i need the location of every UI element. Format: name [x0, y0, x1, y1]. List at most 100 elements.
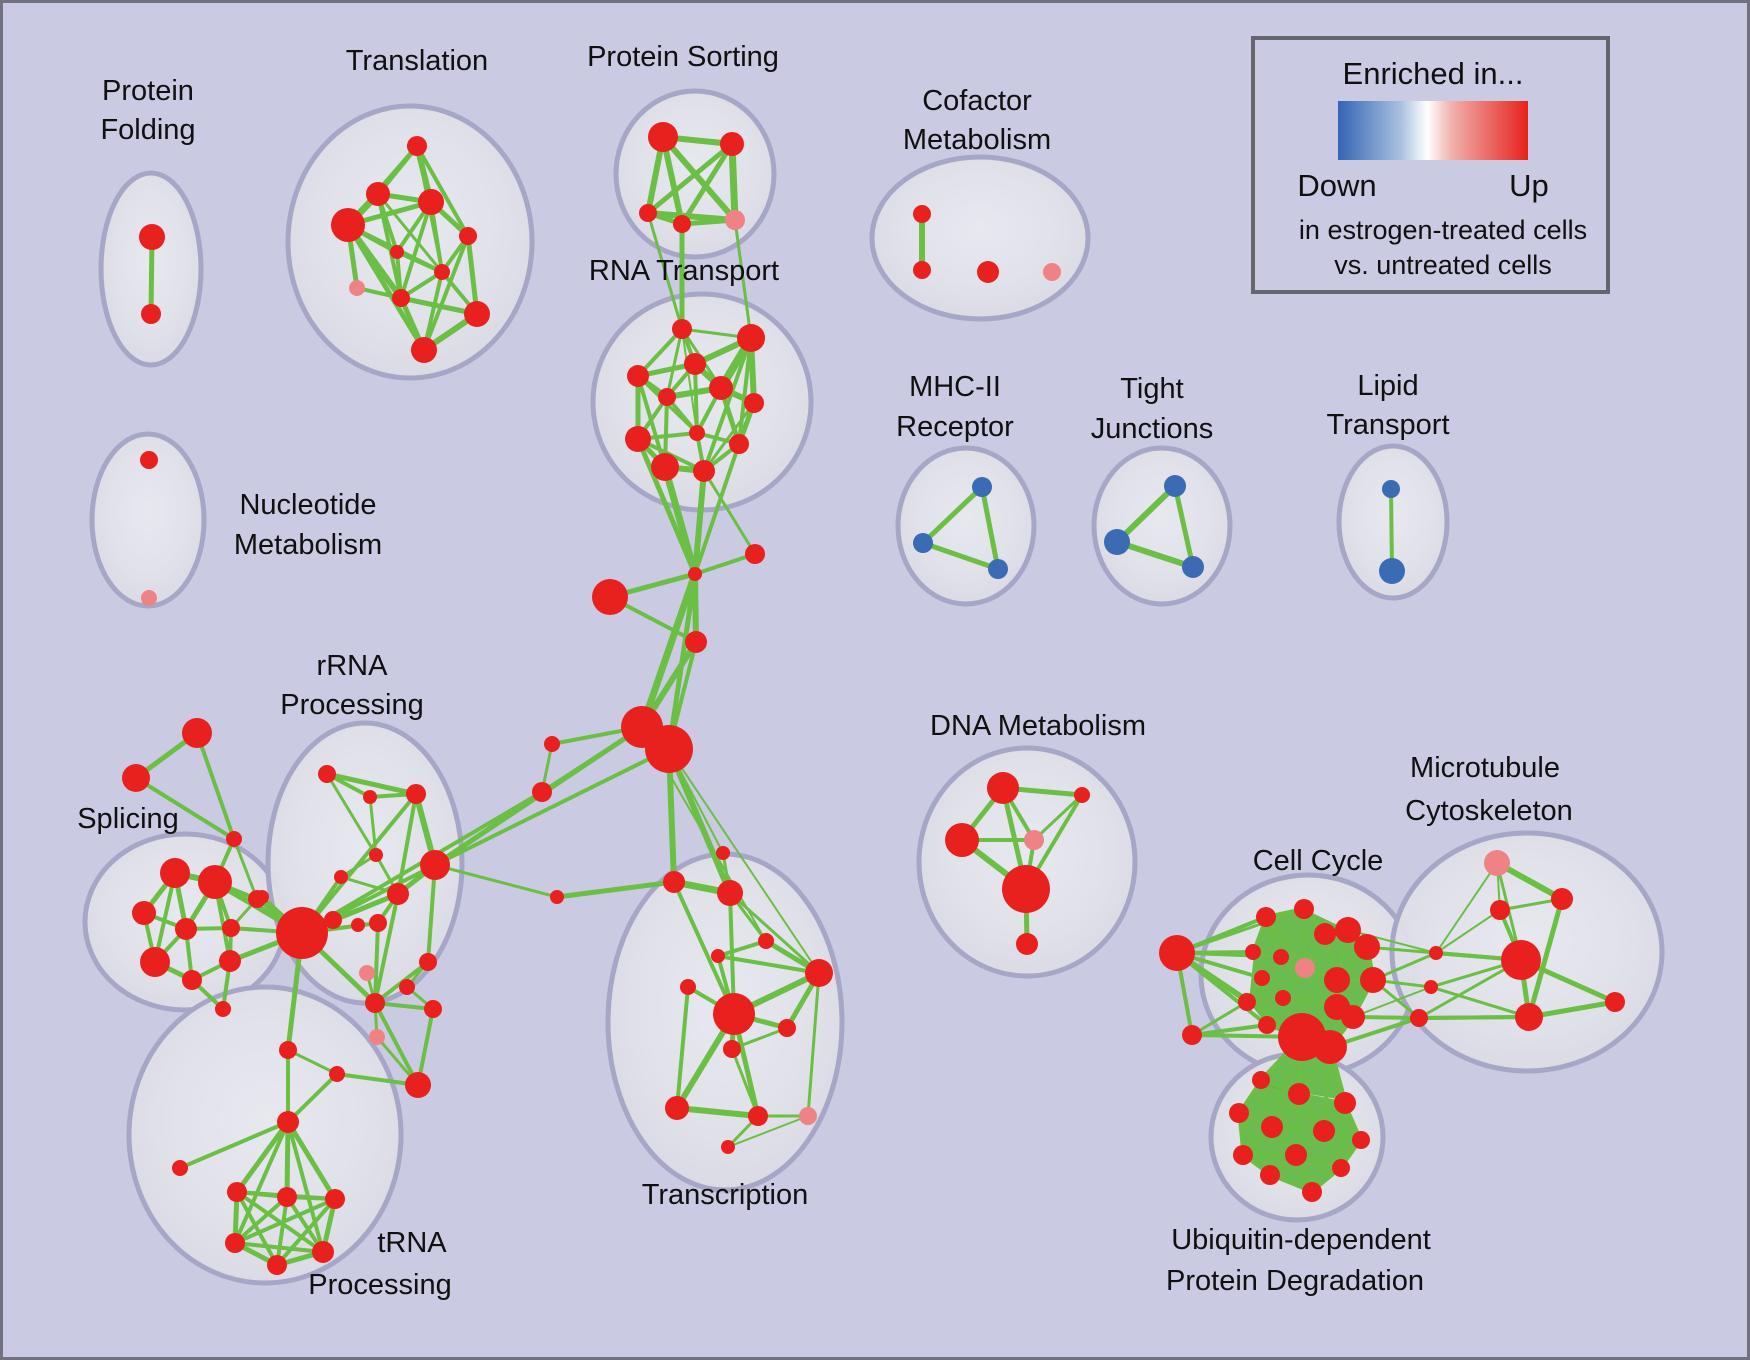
gene-set-node-red	[716, 846, 730, 860]
enrichment-edge	[694, 552, 756, 576]
gene-set-node-red	[1002, 865, 1050, 913]
gene-set-node-red	[627, 365, 649, 387]
gene-set-node-red	[459, 227, 477, 245]
cluster-tight-junctions-label-line1: Tight	[1120, 373, 1183, 405]
gene-set-node-red	[399, 979, 415, 995]
gene-set-node-red	[279, 1041, 297, 1059]
gene-set-node-red	[175, 918, 197, 940]
enrichment-edge	[345, 223, 427, 352]
enrichment-edge	[465, 235, 480, 315]
gene-set-node-red	[1313, 1120, 1335, 1142]
gene-set-node-red	[1334, 1092, 1356, 1114]
enrichment-edge	[979, 486, 1001, 570]
gene-set-node-red	[411, 337, 437, 363]
cluster-mhc-ii-receptor-label-line1: MHC-II	[909, 371, 1001, 403]
gene-set-node-red	[365, 993, 385, 1013]
gene-set-node-red	[267, 1255, 287, 1275]
enrichment-edge	[1389, 488, 1394, 572]
gene-set-node-red	[709, 376, 733, 400]
enrichment-edge	[153, 872, 177, 963]
gene-set-node-red	[665, 1096, 689, 1120]
gene-set-node-red	[419, 953, 437, 971]
gene-set-node-red	[172, 1160, 188, 1176]
gene-set-node-red	[544, 736, 560, 752]
gene-set-node-red	[334, 870, 348, 884]
gene-set-node-red	[1288, 1083, 1310, 1105]
gene-set-node-blue	[1104, 529, 1130, 555]
gene-set-node-pink	[369, 1029, 385, 1045]
cluster-protein-sorting-label-line1: Protein Sorting	[587, 41, 779, 73]
gene-set-node-red	[325, 1189, 345, 1209]
gene-set-node-red	[1410, 1009, 1428, 1027]
enrichment-edge	[286, 1072, 339, 1124]
gene-set-node-red	[406, 784, 426, 804]
gene-set-node-red	[1429, 946, 1443, 960]
gene-set-node-red	[1302, 1182, 1322, 1202]
gene-set-node-red	[1245, 944, 1261, 960]
enrichment-edge	[373, 1002, 420, 1086]
gene-set-node-red	[748, 1106, 768, 1126]
gene-set-node-red	[277, 1187, 297, 1207]
enrichment-edge	[717, 954, 820, 975]
gene-set-node-red	[913, 205, 931, 223]
gene-set-node-pink	[349, 280, 365, 296]
gene-set-node-red	[1285, 1144, 1307, 1166]
legend-down-label: Down	[1297, 168, 1376, 203]
gene-set-node-red	[977, 261, 999, 283]
enrichment-edge	[179, 1120, 289, 1170]
enrichment-edge	[195, 732, 236, 840]
gene-set-node-red	[392, 289, 410, 307]
enrichment-edge	[426, 864, 437, 963]
enrichment-edge	[1435, 909, 1501, 954]
enrichment-edge	[234, 1241, 324, 1254]
gene-set-node-red	[363, 790, 377, 804]
gene-set-node-red	[369, 914, 387, 932]
gene-set-node-red	[684, 353, 706, 375]
enrichment-edge	[1352, 986, 1432, 1018]
gene-set-node-red	[132, 901, 156, 925]
gene-set-node-red	[464, 301, 490, 327]
enrichment-edge	[285, 1120, 338, 1201]
gene-set-node-red	[1332, 1159, 1350, 1177]
gene-set-node-red	[387, 883, 409, 905]
cluster-rrna-processing-label-line1: rRNA	[317, 650, 389, 682]
cluster-nucleotide-metabolism-label-line2: Metabolism	[234, 529, 382, 561]
gene-set-node-red	[648, 122, 678, 152]
gene-set-node-red	[1424, 980, 1438, 994]
gene-set-node-red	[215, 1001, 231, 1017]
enrichment-edge	[806, 972, 821, 1117]
gene-set-node-red	[658, 388, 676, 406]
enrichment-edge	[676, 1105, 759, 1119]
enrichment-edge	[921, 485, 984, 545]
enrichment-edge	[376, 193, 444, 273]
enrichment-edge	[233, 1195, 289, 1245]
enrichment-edge	[373, 922, 380, 1004]
gene-set-node-red	[651, 453, 679, 481]
enrichment-edge	[336, 1072, 419, 1087]
gene-set-node-red	[1252, 1071, 1270, 1089]
enrichment-edge	[922, 540, 999, 572]
cluster-translation-label-line1: Translation	[346, 45, 488, 77]
cluster-microtubule-cytoskeleton-label-line1: Microtubule	[1410, 752, 1560, 784]
legend-gradient-bar	[1338, 101, 1528, 160]
gene-set-node-red	[1229, 1103, 1249, 1123]
enrichment-edge	[733, 219, 753, 339]
enrichment-edge	[234, 1120, 291, 1194]
enrichment-edge	[434, 863, 558, 899]
gene-set-node-red	[255, 890, 269, 904]
enrichment-edge	[284, 1121, 291, 1198]
enrichment-edge	[1116, 539, 1194, 570]
enrichment-edge	[422, 271, 444, 351]
gene-set-node-red	[424, 1000, 442, 1018]
gene-set-node-blue	[1182, 556, 1204, 578]
gene-set-node-red	[672, 319, 692, 339]
enrichment-edge	[692, 470, 707, 575]
gene-set-node-red	[693, 460, 715, 482]
cluster-cofactor-metabolism-label-line2: Metabolism	[903, 124, 1051, 156]
enrichment-edge	[232, 838, 259, 900]
enrichment-edge	[300, 792, 418, 935]
enrichment-edge	[646, 212, 684, 330]
cluster-microtubule-cytoskeleton-label-line2: Cytoskeleton	[1405, 795, 1573, 827]
gene-set-node-red	[1354, 934, 1380, 960]
